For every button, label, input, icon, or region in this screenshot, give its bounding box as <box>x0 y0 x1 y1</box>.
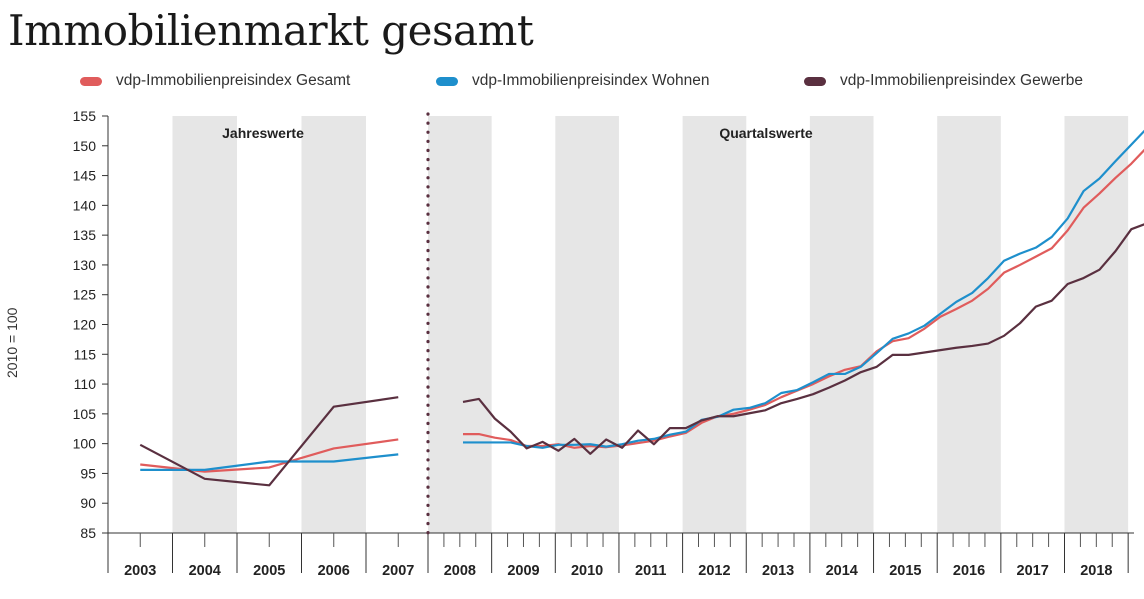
y-tick-label-150: 150 <box>73 138 97 154</box>
year-band-2016 <box>937 116 1001 533</box>
x-tick-label-2003: 2003 <box>124 563 156 579</box>
legend: vdp-Immobilienpreisindex Gesamt vdp-Immo… <box>0 72 1144 94</box>
legend-label-wohnen: vdp-Immobilienpreisindex Wohnen <box>472 72 710 89</box>
y-tick-label-135: 135 <box>73 227 97 243</box>
year-band-2004 <box>172 116 237 533</box>
quarterly-series-wohnen <box>463 129 1144 449</box>
legend-item-gewerbe: vdp-Immobilienpreisindex Gewerbe <box>804 72 1083 90</box>
quarterly-series-gewerbe <box>462 223 1144 455</box>
x-tick-label-2013: 2013 <box>762 563 794 579</box>
annual-series-wohnen <box>140 453 399 471</box>
x-tick-label-2014: 2014 <box>826 563 858 579</box>
legend-item-gesamt: vdp-Immobilienpreisindex Gesamt <box>80 72 350 90</box>
year-band-2006 <box>301 116 366 533</box>
y-tick-label-140: 140 <box>73 197 97 213</box>
y-tick-label-100: 100 <box>73 436 97 452</box>
x-tick-label-2007: 2007 <box>382 563 414 579</box>
section-label-jahreswerte: Jahreswerte <box>222 125 304 141</box>
x-tick-label-2009: 2009 <box>507 563 539 579</box>
year-band-2008 <box>428 116 492 533</box>
y-tick-label-130: 130 <box>73 257 97 273</box>
legend-swatch-gesamt <box>80 76 102 86</box>
x-tick-label-2004: 2004 <box>189 563 221 579</box>
legend-item-wohnen: vdp-Immobilienpreisindex Wohnen <box>436 72 710 90</box>
x-tick-label-2006: 2006 <box>318 563 350 579</box>
chart-title: Immobilienmarkt gesamt <box>8 6 534 55</box>
x-tick-label-2008: 2008 <box>444 563 476 579</box>
y-tick-label-115: 115 <box>74 346 97 362</box>
section-label-quartalswerte: Quartalswerte <box>719 125 813 141</box>
x-tick-label-2016: 2016 <box>953 563 985 579</box>
y-tick-label-110: 110 <box>74 376 97 392</box>
y-tick-label-95: 95 <box>80 465 96 481</box>
y-tick-label-90: 90 <box>80 495 96 511</box>
x-tick-label-2012: 2012 <box>698 563 730 579</box>
x-tick-label-2010: 2010 <box>571 563 603 579</box>
x-tick-label-2011: 2011 <box>635 563 666 579</box>
y-tick-label-125: 125 <box>73 287 97 303</box>
year-band-2010 <box>555 116 619 533</box>
year-band-2014 <box>809 116 874 533</box>
y-tick-label-105: 105 <box>73 406 97 422</box>
y-tick-label-155: 155 <box>73 108 97 124</box>
legend-label-gewerbe: vdp-Immobilienpreisindex Gewerbe <box>840 72 1083 89</box>
x-tick-label-2018: 2018 <box>1080 563 1112 579</box>
x-tick-label-2005: 2005 <box>253 563 285 579</box>
x-tick-label-2015: 2015 <box>889 563 921 579</box>
year-band-2018 <box>1064 116 1129 533</box>
legend-swatch-wohnen <box>436 76 458 86</box>
year-band-2012 <box>682 116 747 533</box>
y-tick-label-145: 145 <box>73 168 97 184</box>
x-tick-label-2017: 2017 <box>1017 563 1049 579</box>
y-tick-label-120: 120 <box>73 317 97 333</box>
legend-label-gesamt: vdp-Immobilienpreisindex Gesamt <box>116 72 351 89</box>
y-tick-label-85: 85 <box>80 525 96 541</box>
annual-series-gewerbe <box>139 396 399 487</box>
legend-swatch-gewerbe <box>804 76 826 86</box>
